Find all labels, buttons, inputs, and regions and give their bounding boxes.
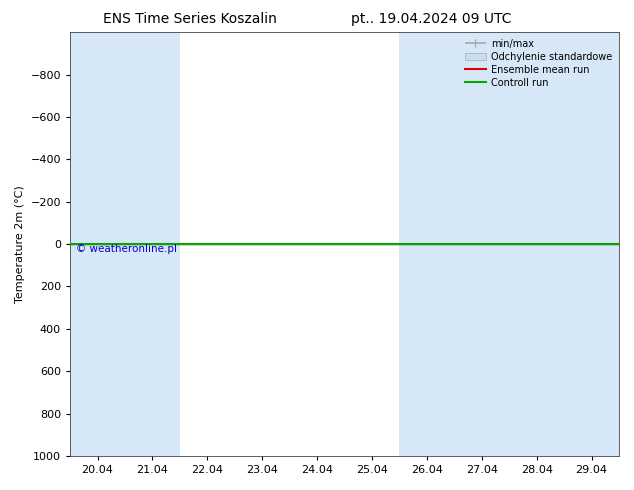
Bar xyxy=(455,32,509,456)
Bar xyxy=(70,32,125,456)
Bar xyxy=(509,32,564,456)
Bar xyxy=(125,32,180,456)
Bar xyxy=(399,32,455,456)
Text: © weatheronline.pl: © weatheronline.pl xyxy=(75,244,177,254)
Text: ENS Time Series Koszalin: ENS Time Series Koszalin xyxy=(103,12,277,26)
Legend: min/max, Odchylenie standardowe, Ensemble mean run, Controll run: min/max, Odchylenie standardowe, Ensembl… xyxy=(461,35,616,92)
Text: pt.. 19.04.2024 09 UTC: pt.. 19.04.2024 09 UTC xyxy=(351,12,512,26)
Y-axis label: Temperature 2m (°C): Temperature 2m (°C) xyxy=(15,185,25,303)
Bar xyxy=(564,32,619,456)
